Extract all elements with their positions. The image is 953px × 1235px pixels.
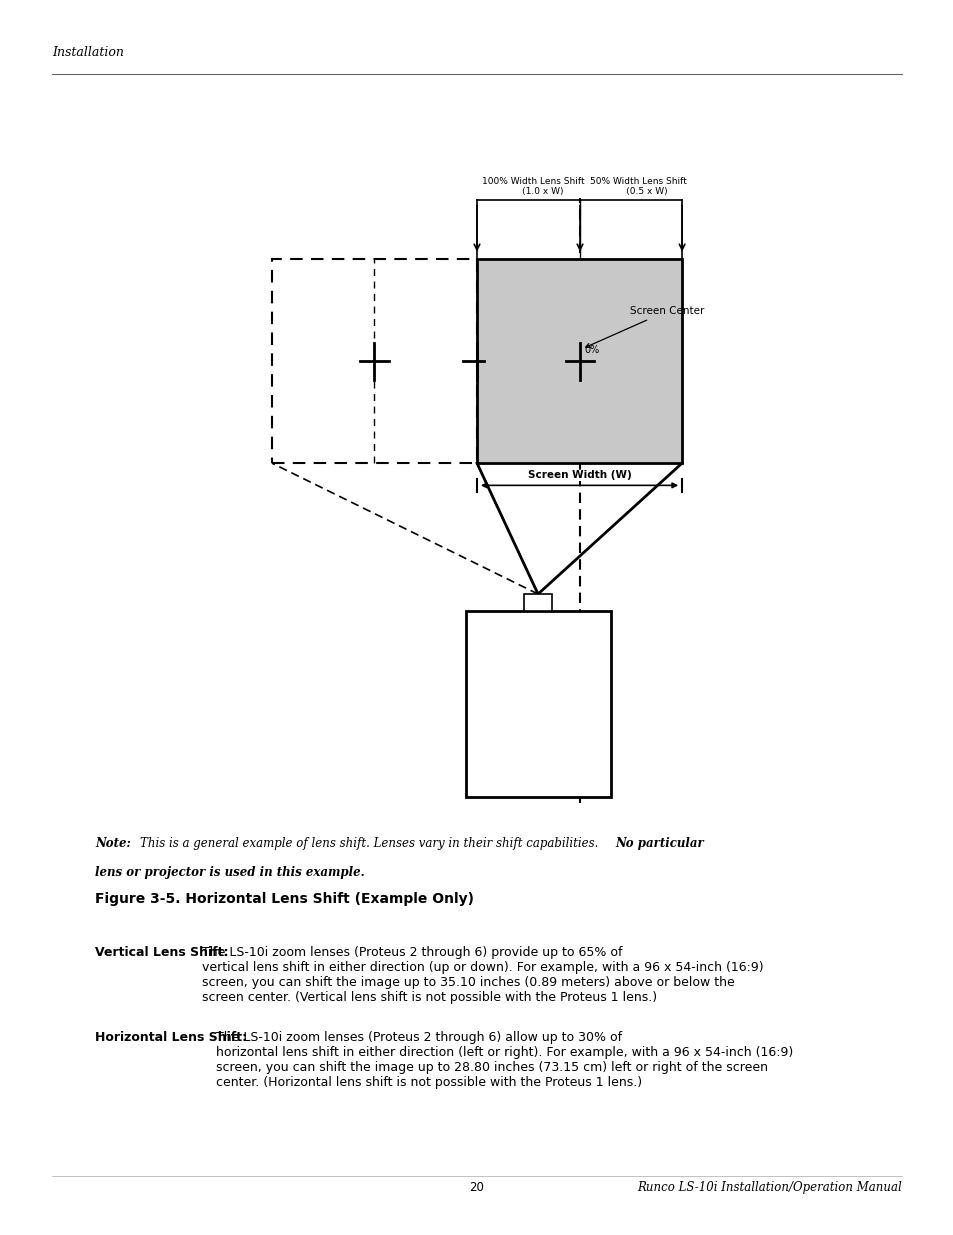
Text: Installation: Installation bbox=[52, 46, 124, 59]
Bar bbox=[465, 611, 610, 797]
Bar bbox=[476, 259, 681, 463]
Text: Screen Width (W): Screen Width (W) bbox=[527, 471, 631, 480]
Text: 100% Width Lens Shift
       (1.0 x W): 100% Width Lens Shift (1.0 x W) bbox=[481, 177, 584, 196]
Text: 50% Width Lens Shift
      (0.5 x W): 50% Width Lens Shift (0.5 x W) bbox=[589, 177, 686, 196]
Text: The LS-10i zoom lenses (Proteus 2 through 6) provide up to 65% of
vertical lens : The LS-10i zoom lenses (Proteus 2 throug… bbox=[202, 946, 763, 1004]
Bar bbox=[523, 594, 552, 611]
Text: The LS-10i zoom lenses (Proteus 2 through 6) allow up to 30% of
horizontal lens : The LS-10i zoom lenses (Proteus 2 throug… bbox=[215, 1031, 792, 1089]
Text: Note:: Note: bbox=[95, 837, 132, 851]
Text: 20: 20 bbox=[469, 1181, 484, 1194]
Text: lens or projector is used in this example.: lens or projector is used in this exampl… bbox=[95, 866, 365, 879]
Text: 0%: 0% bbox=[584, 345, 599, 356]
Text: Horizontal Lens Shift:: Horizontal Lens Shift: bbox=[95, 1031, 247, 1045]
Text: No particular: No particular bbox=[615, 837, 703, 851]
Text: Screen Center: Screen Center bbox=[585, 306, 703, 347]
Text: Figure 3-5. Horizontal Lens Shift (Example Only): Figure 3-5. Horizontal Lens Shift (Examp… bbox=[95, 892, 474, 905]
Text: Runco LS-10i Installation/Operation Manual: Runco LS-10i Installation/Operation Manu… bbox=[636, 1181, 901, 1194]
Bar bbox=[272, 259, 476, 463]
Text: This is a general example of lens shift. Lenses vary in their shift capabilities: This is a general example of lens shift.… bbox=[140, 837, 601, 851]
Text: Vertical Lens Shift:: Vertical Lens Shift: bbox=[95, 946, 229, 960]
